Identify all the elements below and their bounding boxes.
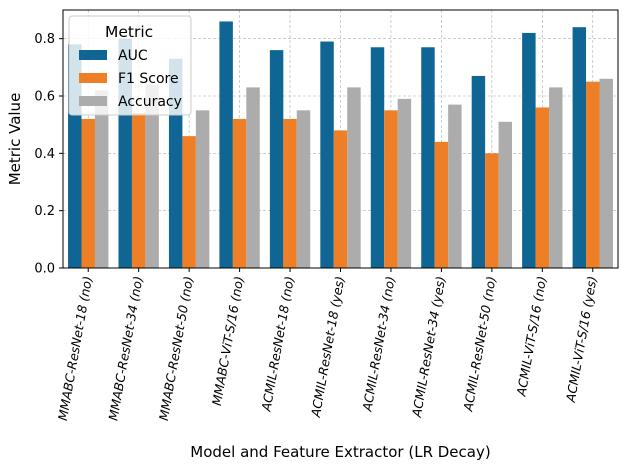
x-tick-label: ACMIL-ResNet-50 (no) bbox=[460, 275, 499, 413]
bar-f1-score bbox=[384, 110, 398, 268]
legend-title: Metric bbox=[105, 23, 153, 41]
y-axis-label: Metric Value bbox=[6, 93, 24, 186]
bar-accuracy bbox=[498, 121, 513, 268]
bars-layer bbox=[68, 21, 613, 269]
bar-accuracy bbox=[94, 90, 109, 269]
bar-auc bbox=[471, 75, 486, 268]
legend-label: AUC bbox=[118, 48, 148, 64]
bar-f1-score bbox=[81, 118, 95, 268]
bar-auc bbox=[572, 27, 587, 269]
legend-swatch bbox=[79, 73, 107, 83]
bar-accuracy bbox=[397, 98, 412, 268]
x-tick-label: ACMIL-ViT-S/16 (no) bbox=[513, 275, 549, 398]
bar-auc bbox=[219, 21, 233, 268]
y-tick-label: 0.2 bbox=[34, 204, 55, 219]
x-tick-label: ACMIL-ResNet-18 (yes) bbox=[308, 275, 348, 419]
bar-auc bbox=[421, 47, 435, 269]
bar-f1-score bbox=[586, 81, 600, 269]
bar-f1-score bbox=[131, 113, 146, 268]
bar-auc bbox=[522, 32, 536, 268]
bar-auc bbox=[370, 47, 385, 269]
y-tick-label: 0.6 bbox=[34, 90, 55, 105]
legend-swatch bbox=[79, 50, 107, 60]
y-tick-label: 0.8 bbox=[34, 32, 55, 47]
bar-accuracy bbox=[195, 110, 210, 268]
legend-box bbox=[68, 15, 192, 116]
bar-accuracy bbox=[599, 78, 613, 268]
bar-auc bbox=[269, 50, 284, 269]
bar-f1-score bbox=[283, 118, 297, 268]
x-tick-label: ACMIL-ResNet-34 (no) bbox=[359, 275, 398, 413]
y-tick-label: 0.0 bbox=[34, 262, 55, 277]
bar-accuracy bbox=[296, 110, 311, 268]
bar-accuracy bbox=[246, 87, 260, 269]
x-tick-label: ACMIL-ResNet-18 (no) bbox=[258, 275, 297, 413]
legend: Metric AUC F1 Score Accuracy bbox=[68, 15, 192, 116]
bar-accuracy bbox=[347, 87, 361, 269]
legend-label: Accuracy bbox=[118, 94, 182, 110]
bar-f1-score bbox=[333, 130, 348, 268]
x-tick-label: MMABC-ResNet-50 (no) bbox=[156, 275, 196, 422]
y-tick-label: 0.4 bbox=[34, 147, 55, 162]
bar-auc bbox=[320, 41, 334, 269]
bar-accuracy bbox=[448, 104, 462, 268]
legend-label: F1 Score bbox=[118, 71, 179, 87]
bar-f1-score bbox=[182, 136, 196, 268]
bar-f1-score bbox=[485, 153, 499, 268]
x-tick-label: ACMIL-ViT-S/16 (yes) bbox=[563, 275, 600, 404]
x-tick-label: ACMIL-ResNet-34 (yes) bbox=[409, 275, 449, 419]
x-tick-label: MMABC-ViT-S/16 (no) bbox=[209, 275, 247, 407]
bar-f1-score bbox=[535, 107, 550, 268]
bar-f1-score bbox=[434, 141, 449, 268]
bar-accuracy bbox=[145, 84, 159, 269]
bar-f1-score bbox=[232, 118, 247, 268]
x-tick-label: MMABC-ResNet-34 (no) bbox=[105, 275, 145, 422]
x-tick-label: MMABC-ResNet-18 (no) bbox=[55, 275, 95, 422]
bar-accuracy bbox=[549, 87, 563, 269]
legend-swatch bbox=[79, 96, 107, 106]
x-axis-label: Model and Feature Extractor (LR Decay) bbox=[190, 443, 490, 461]
